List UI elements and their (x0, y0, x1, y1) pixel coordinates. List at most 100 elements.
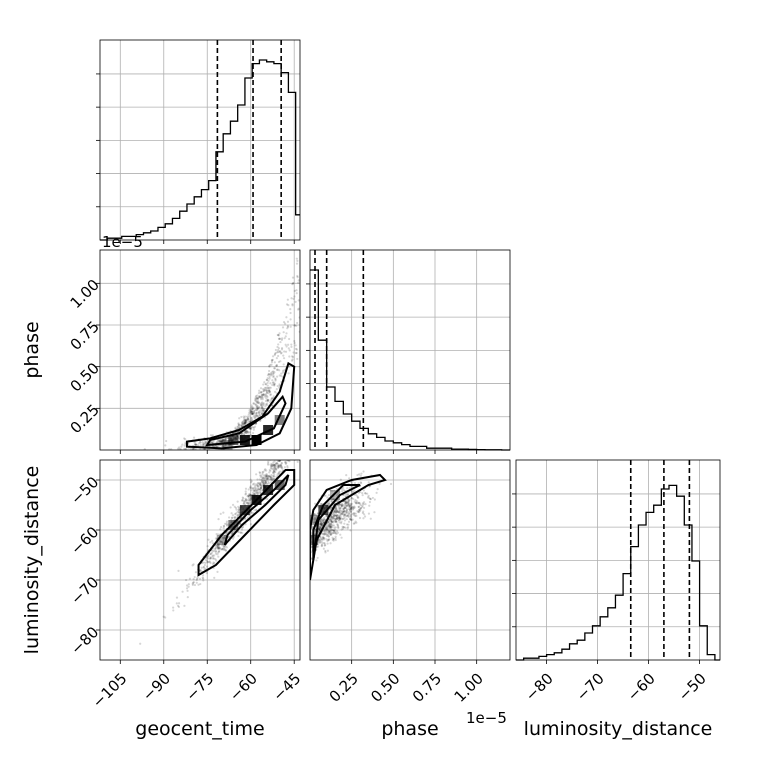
sample-point (249, 486, 252, 489)
sample-point (265, 478, 268, 481)
sample-point (359, 507, 362, 511)
sample-point (322, 537, 325, 540)
sample-point (295, 439, 297, 441)
sample-point (268, 375, 271, 378)
sample-point (256, 401, 259, 405)
sample-point (188, 577, 192, 580)
sample-point (329, 524, 332, 527)
sample-point (220, 440, 223, 443)
sample-point (203, 563, 206, 567)
sample-point (326, 549, 329, 552)
sample-point (285, 332, 288, 335)
xtick-label: −60 (226, 670, 261, 705)
sample-point (351, 505, 354, 509)
sample-point (265, 482, 268, 485)
sample-point (326, 542, 329, 545)
sample-point (347, 507, 351, 511)
sample-point (253, 488, 256, 492)
sample-point (192, 581, 195, 584)
sample-point (249, 481, 253, 484)
sample-point (251, 410, 254, 413)
sample-point (286, 460, 289, 462)
sample-point (246, 417, 249, 420)
sample-point (277, 337, 281, 341)
sample-point (193, 583, 197, 587)
sample-point (342, 525, 345, 529)
sample-point (335, 530, 339, 533)
sample-point (348, 498, 351, 501)
sample-point (224, 444, 227, 448)
sample-point (242, 420, 245, 423)
sample-point (255, 491, 258, 494)
sample-point (294, 344, 297, 347)
density-cell (330, 490, 340, 500)
sample-point (334, 537, 337, 540)
sample-point (250, 487, 254, 490)
sample-point (378, 482, 381, 485)
sample-point (258, 406, 261, 409)
sample-point (338, 507, 342, 510)
sample-point (280, 372, 283, 375)
sample-point (278, 464, 281, 467)
sample-point (207, 538, 210, 541)
sample-point (277, 464, 280, 467)
sample-point (269, 460, 272, 461)
sample-point (271, 465, 274, 468)
sample-point (318, 541, 322, 544)
sample-point (270, 467, 273, 470)
sample-point (313, 513, 316, 516)
sample-point (251, 412, 254, 415)
sample-point (327, 532, 331, 535)
sample-point (268, 390, 271, 393)
sample-point (351, 512, 354, 516)
sample-point (274, 351, 277, 355)
sample-point (366, 492, 369, 495)
sample-point (211, 441, 215, 444)
sample-point (275, 468, 278, 471)
sample-point (264, 394, 267, 397)
sample-point (268, 365, 271, 368)
sample-point (285, 439, 287, 441)
grid (310, 460, 510, 660)
sample-point (320, 536, 323, 539)
sample-point (263, 388, 266, 391)
sample-point (239, 531, 243, 534)
sample-point (322, 518, 325, 522)
sample-point (326, 527, 329, 530)
sample-point (349, 507, 352, 510)
sample-point (207, 554, 210, 558)
sample-point (218, 440, 221, 443)
sample-point (350, 507, 353, 510)
sample-point (343, 502, 347, 505)
sample-point (210, 441, 214, 444)
sample-point (337, 504, 340, 507)
sample-point (290, 437, 292, 439)
sample-point (211, 434, 214, 437)
sample-point (219, 440, 223, 443)
sample-point (202, 444, 205, 447)
sample-point (289, 455, 291, 457)
sample-point (330, 526, 334, 529)
sample-point (237, 534, 240, 538)
sample-point (273, 469, 276, 472)
sample-point (277, 466, 280, 469)
sample-point (244, 430, 247, 433)
sample-point (221, 439, 225, 442)
sample-point (270, 396, 274, 400)
sample-point (323, 533, 326, 536)
sample-point (271, 358, 274, 362)
sample-point (340, 504, 343, 507)
sample-point (264, 403, 268, 406)
sample-point (278, 460, 281, 461)
sample-point (324, 518, 327, 521)
sample-point (236, 425, 239, 428)
sample-point (273, 464, 276, 467)
sample-point (332, 537, 335, 541)
sample-point (296, 455, 298, 457)
sample-point (258, 490, 262, 494)
sample-point (233, 505, 236, 508)
sample-point (338, 521, 341, 524)
sample-point (253, 399, 257, 402)
sample-point (285, 461, 288, 465)
sample-point (335, 516, 338, 519)
